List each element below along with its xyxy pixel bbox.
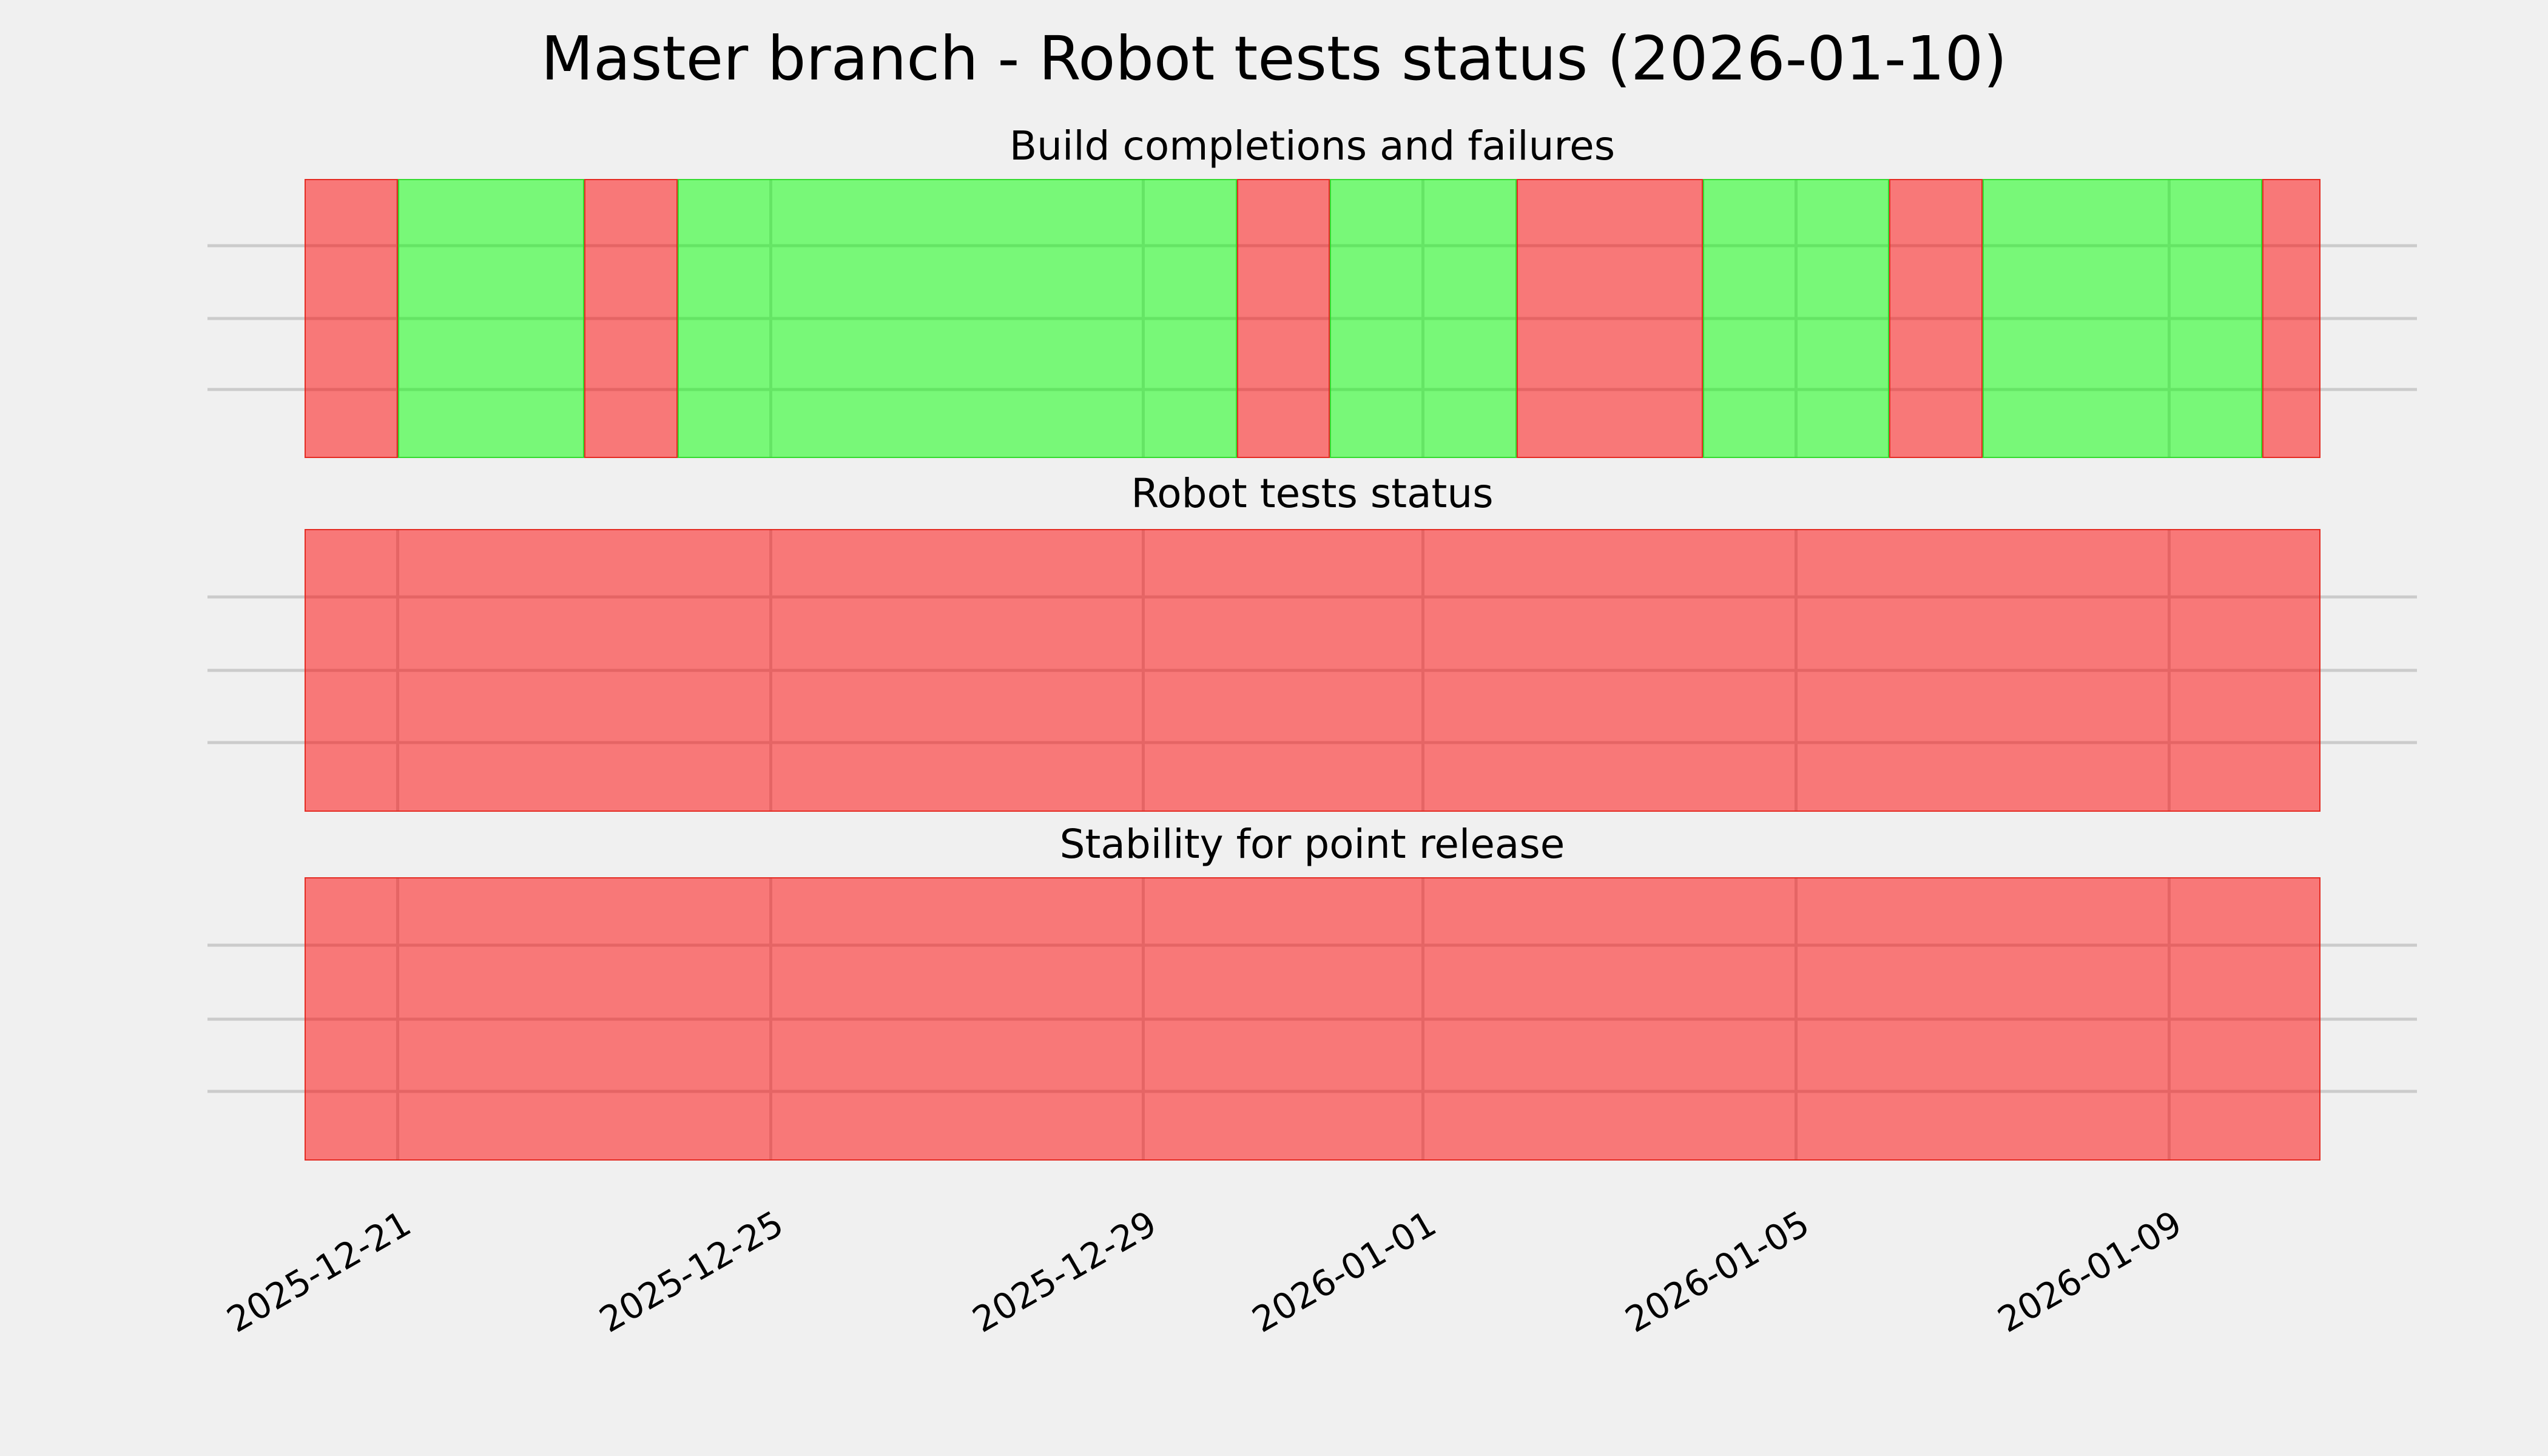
bars-row	[305, 179, 2320, 458]
bar-segment-pass	[1982, 179, 2262, 458]
chart-subtitle-stability: Stability for point release	[1059, 821, 1565, 868]
segment-row	[305, 179, 2320, 458]
x-axis-labels: 2025-12-21 2025-12-25 2025-12-29 2026-01-01…	[220, 1202, 2189, 1341]
segment-row	[305, 529, 2320, 812]
figure-title: Master branch - Robot tests status (2026…	[541, 23, 2007, 94]
plot-area-stability	[207, 877, 2417, 1161]
bar-segment-fail	[1516, 179, 1703, 458]
bar-segment-pass	[397, 179, 584, 458]
bar-segment-fail	[1889, 179, 1983, 458]
bar-segment-fail	[584, 179, 678, 458]
bar-segment-pass	[1702, 179, 1890, 458]
bar-segment-fail	[1236, 179, 1330, 458]
plot-area-builds	[207, 179, 2417, 458]
bars-row	[305, 877, 2320, 1161]
bar-segment-fail	[2262, 179, 2320, 458]
segment-row	[305, 877, 2320, 1161]
plot-area-robot-tests	[207, 529, 2417, 812]
bar-segment-fail	[305, 877, 2320, 1161]
bar-segment-pass	[1330, 179, 1517, 458]
bars-row	[305, 529, 2320, 812]
bar-segment-pass	[677, 179, 1237, 458]
chart-subtitle-robot-tests: Robot tests status	[1131, 470, 1494, 517]
chart-subtitle-builds: Build completions and failures	[1009, 123, 1616, 169]
bar-segment-fail	[305, 179, 398, 458]
bar-segment-fail	[305, 529, 2320, 812]
